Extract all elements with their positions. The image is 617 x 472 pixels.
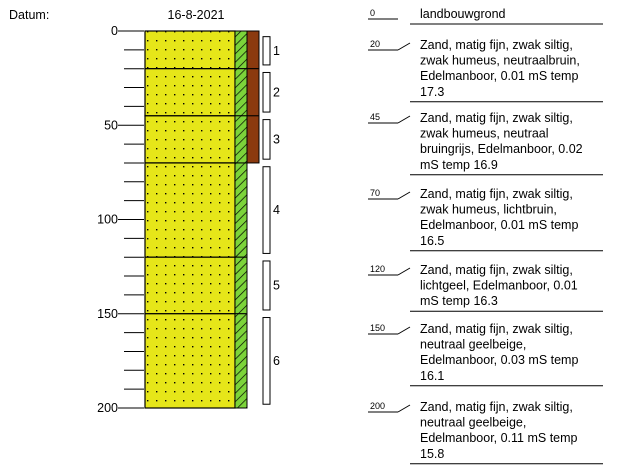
layer-descriptions: 0 landbouwgrond 20 Zand, matig fijn, zwak s… — [368, 7, 603, 465]
connector-line — [397, 326, 411, 335]
sample-bracket — [262, 71, 271, 113]
sample-number: 3 — [273, 132, 280, 146]
description-depth: 200 — [370, 401, 385, 411]
description-depth: 150 — [370, 323, 385, 333]
humus-hatch — [234, 68, 248, 117]
depth-axis: 0 50 100 150 200 — [97, 24, 144, 415]
description-block: 20 Zand, matig fijn, zwak siltig, zwak hum… — [368, 38, 603, 103]
humus-hatch — [234, 313, 248, 409]
soil-layer — [144, 256, 236, 315]
description-line: 15.8 — [420, 447, 444, 461]
description-line: Edelmanboor, 0.01 mS temp — [420, 218, 578, 232]
description-line: neutraal geelbeige, — [420, 416, 526, 430]
description-line: mS temp 16.3 — [420, 294, 498, 308]
soil-layer — [144, 30, 236, 70]
depth-tick-label: 0 — [111, 24, 118, 38]
sample-bracket — [262, 36, 271, 66]
description-depth: 0 — [370, 8, 375, 18]
description-block: 45 Zand, matig fijn, zwak siltig, zwak hum… — [368, 111, 603, 176]
description-line: zwak humeus, lichtbruin, — [420, 203, 557, 217]
description-depth: 70 — [370, 188, 380, 198]
connector-line — [397, 267, 411, 276]
sample-number: 2 — [273, 85, 280, 99]
description-block: 70 Zand, matig fijn, zwak siltig, zwak hum… — [368, 187, 603, 252]
sample-markers: 1 2 3 4 5 6 — [262, 36, 280, 405]
description-line: Edelmanboor, 0.11 mS temp — [420, 431, 578, 445]
description-line: bruingrijs, Edelmanboor, 0.02 — [420, 142, 583, 156]
humus-hatch — [234, 256, 248, 315]
description-line: 16.1 — [420, 369, 444, 383]
description-line: zwak humeus, neutraal — [420, 127, 549, 141]
description-line: lichtgeel, Edelmanboor, 0.01 — [420, 279, 578, 293]
soil-layer — [144, 115, 236, 164]
sample-number: 5 — [273, 278, 280, 292]
connector-line — [397, 42, 411, 51]
humus-hatch — [234, 30, 248, 70]
description-line: Zand, matig fijn, zwak siltig, — [420, 263, 573, 277]
description-line: Zand, matig fijn, zwak siltig, — [420, 400, 573, 414]
depth-tick-label: 50 — [104, 118, 118, 132]
description-line: 17.3 — [420, 85, 444, 99]
description-line: Edelmanboor, 0.01 mS temp — [420, 69, 578, 83]
datum-label: Datum: — [9, 8, 49, 22]
color-strip — [246, 68, 260, 117]
description-line: neutraal geelbeige, — [420, 338, 526, 352]
description-line: Edelmanboor, 0.03 mS temp — [420, 353, 578, 367]
description-line: zwak humeus, neutraalbruin, — [420, 54, 580, 68]
sample-bracket — [262, 119, 271, 160]
description-block: 200 Zand, matig fijn, zwak siltig, neutraa… — [368, 400, 603, 465]
boring-date: 16-8-2021 — [168, 8, 225, 22]
description-block: 0 landbouwgrond — [368, 7, 603, 25]
description-line: Zand, matig fijn, zwak siltig, — [420, 38, 573, 52]
humus-hatch — [234, 115, 248, 164]
sample-number: 4 — [273, 203, 280, 217]
depth-tick-label: 200 — [97, 401, 118, 415]
description-line: Zand, matig fijn, zwak siltig, — [420, 187, 573, 201]
description-depth: 120 — [370, 264, 385, 274]
description-depth: 45 — [370, 112, 380, 122]
sample-bracket — [262, 317, 271, 405]
description-line: Zand, matig fijn, zwak siltig, — [420, 111, 573, 125]
description-line: 16.5 — [420, 234, 444, 248]
color-strip — [246, 115, 260, 164]
depth-tick-label: 100 — [97, 213, 118, 227]
soil-layer — [144, 68, 236, 117]
soil-column — [144, 30, 260, 409]
sample-bracket — [262, 260, 271, 311]
sample-number: 1 — [273, 44, 280, 58]
description-line: mS temp 16.9 — [420, 158, 498, 172]
description-block: 150 Zand, matig fijn, zwak siltig, neutraa… — [368, 322, 603, 387]
sample-bracket — [262, 166, 271, 254]
sample-number: 6 — [273, 354, 280, 368]
connector-line — [397, 115, 411, 124]
description-line: landbouwgrond — [420, 7, 506, 21]
connector-line — [397, 404, 411, 413]
soil-layer — [144, 162, 236, 258]
description-line: Zand, matig fijn, zwak siltig, — [420, 322, 573, 336]
depth-tick-label: 150 — [97, 307, 118, 321]
soil-layer — [144, 313, 236, 409]
humus-hatch — [234, 162, 248, 258]
connector-line — [397, 191, 411, 200]
color-strip — [246, 30, 260, 70]
description-block: 120 Zand, matig fijn, zwak siltig, lichtge… — [368, 263, 603, 312]
description-depth: 20 — [370, 39, 380, 49]
